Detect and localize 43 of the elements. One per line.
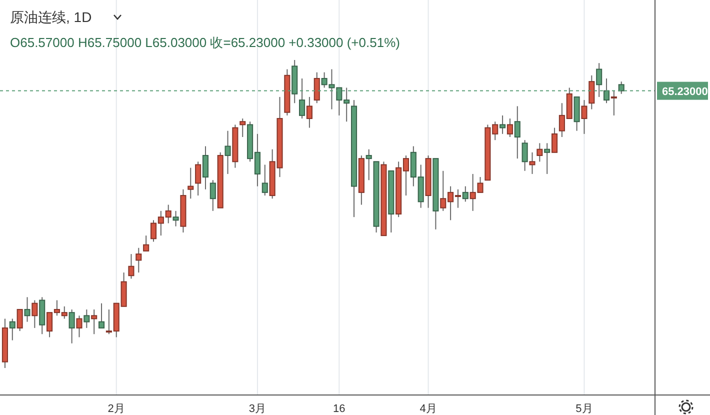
candlestick — [544, 142, 550, 174]
candlestick — [551, 127, 558, 153]
candlestick — [588, 74, 595, 110]
candlestick — [529, 152, 536, 174]
candlestick — [522, 140, 528, 172]
candlestick — [195, 161, 202, 196]
candlestick — [76, 315, 82, 338]
candlestick — [24, 296, 30, 322]
candlestick — [188, 167, 194, 200]
candlestick — [224, 130, 231, 174]
candlestick — [172, 210, 179, 227]
candlestick — [462, 186, 468, 202]
candlestick — [514, 106, 520, 160]
candlestick — [610, 90, 617, 116]
chart-title: 原油连续, 1D — [10, 9, 92, 25]
candlestick — [506, 118, 513, 138]
text: 65.23000 — [662, 86, 708, 98]
candlestick — [9, 318, 16, 341]
candlestick — [366, 148, 372, 181]
x-tick-label: 3月 — [248, 403, 266, 415]
candlestick — [306, 96, 312, 128]
candlestick — [500, 114, 506, 134]
candlestick — [143, 235, 150, 252]
x-tick-label: 5月 — [576, 403, 593, 415]
candlestick — [536, 142, 543, 162]
candlestick — [262, 164, 268, 196]
candlestick — [581, 100, 588, 134]
candlestick — [98, 302, 105, 328]
candlestick — [128, 254, 134, 280]
candlestick — [68, 308, 75, 344]
candlestick — [314, 72, 320, 104]
x-tick-label: 16 — [333, 403, 346, 415]
x-tick-label: 2月 — [108, 403, 125, 415]
candlestick — [202, 146, 209, 190]
candlestick — [240, 118, 246, 138]
candlestick — [210, 180, 216, 212]
candlestick — [91, 308, 98, 335]
chart-subtitle: O65.57000 H65.75000 L65.03000 收=65.23000 +0.33000 (+0.51%) — [10, 35, 400, 50]
candlestick — [136, 247, 142, 274]
candlestick — [32, 300, 38, 328]
candlestick — [16, 308, 23, 332]
x-tick-label: 4月 — [420, 403, 437, 415]
candlestick — [84, 308, 90, 328]
